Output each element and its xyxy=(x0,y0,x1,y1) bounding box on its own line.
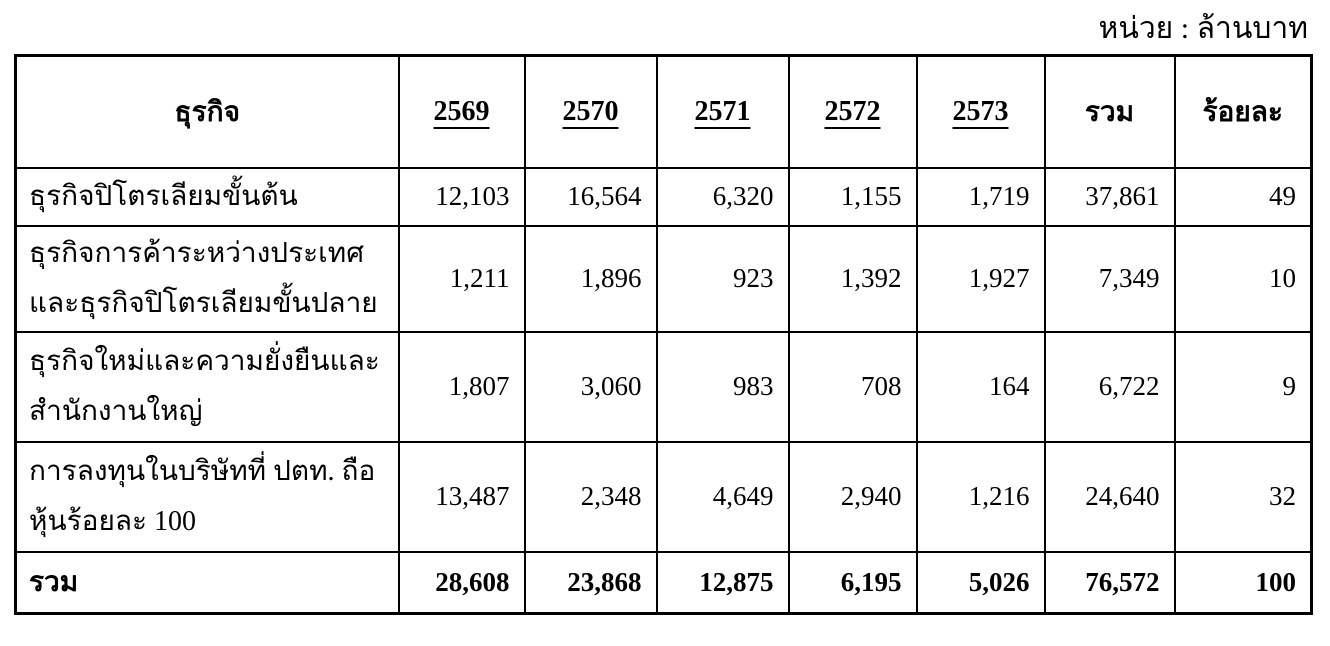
total-row-label: รวม xyxy=(14,550,400,615)
cell-value: 10 xyxy=(1173,224,1313,333)
cell-value: 6,722 xyxy=(1043,330,1176,443)
column-header-year-2570: 2570 xyxy=(523,54,658,169)
row-label-line: ธุรกิจใหม่และความยั่งยืนและ xyxy=(29,345,380,377)
column-header-year-2573: 2573 xyxy=(915,54,1046,169)
row-label: ธุรกิจใหม่และความยั่งยืนและ สำนักงานใหญ่ xyxy=(14,330,400,443)
cell-value: 708 xyxy=(787,330,918,443)
row-label-line: ธุรกิจปิโตรเลียมขั้นต้น xyxy=(29,180,298,212)
cell-value: 983 xyxy=(655,330,790,443)
row-label-line: หุ้นร้อยละ 100 xyxy=(29,505,197,537)
total-cell-value: 100 xyxy=(1173,550,1313,615)
cell-value: 24,640 xyxy=(1043,440,1176,553)
year-label: 2572 xyxy=(824,95,881,127)
row-label-line: การลงทุนในบริษัทที่ ปตท. ถือ xyxy=(29,455,376,487)
year-label: 2573 xyxy=(952,95,1009,127)
column-header-year-2572: 2572 xyxy=(787,54,918,169)
total-cell-value: 12,875 xyxy=(655,550,790,615)
total-cell-value: 23,868 xyxy=(523,550,658,615)
cell-value: 37,861 xyxy=(1043,166,1176,227)
cell-value: 1,807 xyxy=(397,330,526,443)
cell-value: 2,348 xyxy=(523,440,658,553)
cell-value: 1,155 xyxy=(787,166,918,227)
table-row-new-business-sustainability-hq: ธุรกิจใหม่และความยั่งยืนและ สำนักงานใหญ่… xyxy=(14,330,1313,443)
cell-value: 32 xyxy=(1173,440,1313,553)
year-label: 2571 xyxy=(694,95,751,127)
row-label-line: สำนักงานใหญ่ xyxy=(29,395,203,427)
year-label: 2569 xyxy=(433,95,490,127)
column-header-year-2569: 2569 xyxy=(397,54,526,169)
total-cell-value: 28,608 xyxy=(397,550,526,615)
row-label-line: ธุรกิจการค้าระหว่างประเทศ xyxy=(29,237,364,269)
column-header-total: รวม xyxy=(1043,54,1176,169)
cell-value: 923 xyxy=(655,224,790,333)
cell-value: 9 xyxy=(1173,330,1313,443)
cell-value: 6,320 xyxy=(655,166,790,227)
cell-value: 1,211 xyxy=(397,224,526,333)
table-row-international-trading-downstream: ธุรกิจการค้าระหว่างประเทศ และธุรกิจปิโตร… xyxy=(14,224,1313,333)
total-cell-value: 6,195 xyxy=(787,550,918,615)
cell-value: 12,103 xyxy=(397,166,526,227)
cell-value: 164 xyxy=(915,330,1046,443)
document-page: หน่วย : ล้านบาท ธุรกิจ 2569 2570 2571 25… xyxy=(14,8,1313,615)
row-label: ธุรกิจปิโตรเลียมขั้นต้น xyxy=(14,166,400,227)
cell-value: 2,940 xyxy=(787,440,918,553)
table-row-upstream-petroleum: ธุรกิจปิโตรเลียมขั้นต้น 12,103 16,564 6,… xyxy=(14,166,1313,227)
unit-label: หน่วย : ล้านบาท xyxy=(1098,12,1308,45)
cell-value: 13,487 xyxy=(397,440,526,553)
year-label: 2570 xyxy=(562,95,619,127)
total-cell-value: 76,572 xyxy=(1043,550,1176,615)
header-row: ธุรกิจ 2569 2570 2571 2572 2573 รวม ร้อย… xyxy=(14,54,1313,169)
row-label-line: และธุรกิจปิโตรเลียมขั้นปลาย xyxy=(29,287,378,319)
column-header-business: ธุรกิจ xyxy=(14,54,400,169)
investment-by-business-table: ธุรกิจ 2569 2570 2571 2572 2573 รวม ร้อย… xyxy=(14,54,1313,615)
column-header-year-2571: 2571 xyxy=(655,54,790,169)
cell-value: 49 xyxy=(1173,166,1313,227)
cell-value: 3,060 xyxy=(523,330,658,443)
cell-value: 1,896 xyxy=(523,224,658,333)
cell-value: 4,649 xyxy=(655,440,790,553)
cell-value: 1,719 xyxy=(915,166,1046,227)
cell-value: 7,349 xyxy=(1043,224,1176,333)
cell-value: 16,564 xyxy=(523,166,658,227)
row-label: ธุรกิจการค้าระหว่างประเทศ และธุรกิจปิโตร… xyxy=(14,224,400,333)
cell-value: 1,392 xyxy=(787,224,918,333)
total-cell-value: 5,026 xyxy=(915,550,1046,615)
table-row-wholly-owned-subsidiaries: การลงทุนในบริษัทที่ ปตท. ถือ หุ้นร้อยละ … xyxy=(14,440,1313,553)
row-label: การลงทุนในบริษัทที่ ปตท. ถือ หุ้นร้อยละ … xyxy=(14,440,400,553)
cell-value: 1,927 xyxy=(915,224,1046,333)
cell-value: 1,216 xyxy=(915,440,1046,553)
column-header-percent: ร้อยละ xyxy=(1173,54,1313,169)
table-row-total: รวม 28,608 23,868 12,875 6,195 5,026 76,… xyxy=(14,550,1313,615)
